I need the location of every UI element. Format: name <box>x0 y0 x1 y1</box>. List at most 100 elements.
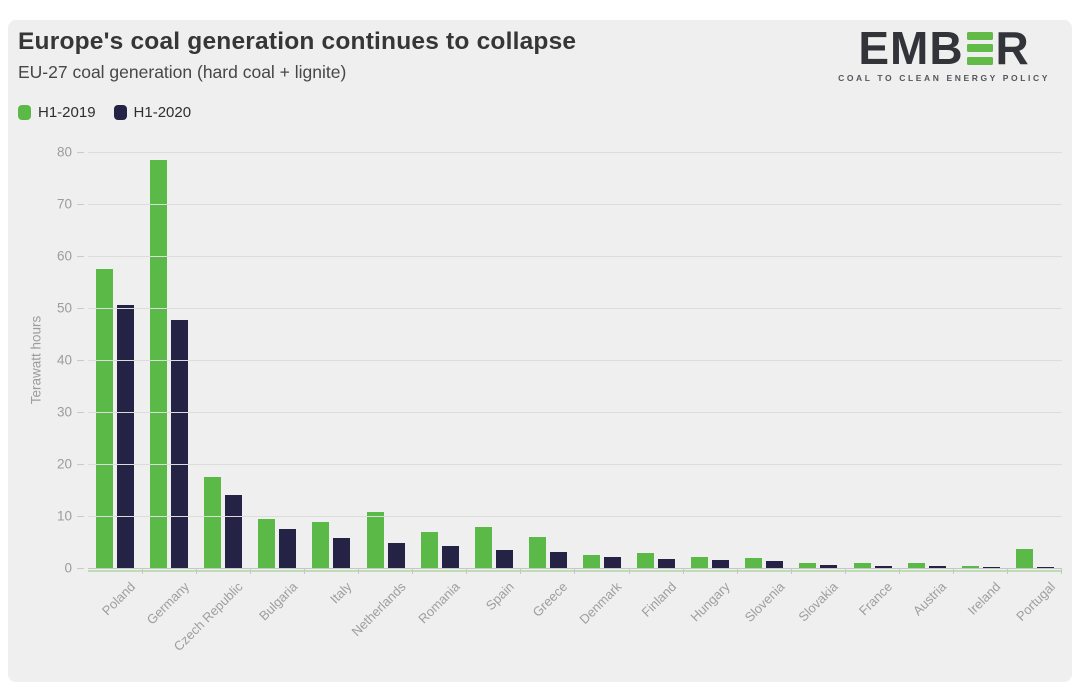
logo-green-bar <box>966 31 993 40</box>
bar-h1-2019-netherlands <box>366 511 384 568</box>
bar-h1-2019-hungary <box>691 556 709 568</box>
bar-h1-2019-czech-republic <box>204 477 222 568</box>
category-group-romania: Romania <box>413 152 468 626</box>
bar-h1-2019-finland <box>637 552 655 568</box>
gridline <box>88 360 1062 361</box>
bar-h1-2019-slovenia <box>745 558 763 568</box>
x-tick-label: Spain <box>482 579 517 614</box>
plot-area: Poland Germany Czech Republic Bulgaria Italy… <box>57 145 1063 654</box>
bar-h1-2020-netherlands <box>387 542 405 568</box>
category-group-austria: Austria <box>900 152 955 618</box>
y-tick-label: 70 <box>56 196 72 212</box>
y-tick-label: 80 <box>56 144 72 160</box>
legend-label-h1-2020: H1-2020 <box>133 104 192 121</box>
bar-h1-2019-bulgaria <box>258 518 276 568</box>
x-tick-label: Italy <box>326 579 355 607</box>
bar-h1-2020-germany <box>171 319 189 568</box>
bar-h1-2020-finland <box>658 558 676 568</box>
category-group-bulgaria: Bulgaria <box>250 152 306 623</box>
category-group-poland: Poland <box>88 152 143 618</box>
bar-h1-2020-greece <box>549 551 567 568</box>
x-tick-label: France <box>855 579 896 619</box>
category-group-ireland: Ireland <box>954 152 1009 618</box>
bar-h1-2019-portugal <box>1015 549 1033 568</box>
logo-text-r: R <box>995 22 1030 74</box>
y-tick-mark <box>77 412 84 413</box>
y-axis-title: Terawatt hours <box>28 315 44 405</box>
bar-h1-2020-portugal <box>1036 566 1054 568</box>
y-tick-mark <box>77 256 84 257</box>
bar-h1-2020-italy <box>333 538 351 568</box>
x-tick-label: Slovenia <box>741 579 787 625</box>
gridline <box>88 204 1062 205</box>
bar-h1-2019-france <box>853 563 871 568</box>
gridline <box>88 256 1062 257</box>
category-group-denmark: Denmark <box>575 152 630 627</box>
x-tick-label: Romania <box>414 579 463 627</box>
ember-logo: EMB R COAL TO CLEAN ENERGY POLICY <box>838 22 1050 83</box>
bar-h1-2020-ireland <box>982 566 1000 568</box>
bar-h1-2020-austria <box>928 566 946 568</box>
x-tick-label: Hungary <box>687 579 733 625</box>
y-tick-mark <box>77 360 84 361</box>
x-tick-label: Portugal <box>1012 579 1058 624</box>
category-group-france: France <box>846 152 901 618</box>
category-group-italy: Italy <box>304 152 360 606</box>
x-tick-label: Ireland <box>964 579 1004 618</box>
bar-h1-2019-slovakia <box>799 562 817 568</box>
y-tick-mark <box>77 568 84 569</box>
y-tick-label: 30 <box>56 404 72 420</box>
category-group-spain: Spain <box>467 152 522 613</box>
ember-logo-wordmark: EMB R <box>858 22 1030 74</box>
bar-h1-2020-bulgaria <box>279 529 297 568</box>
bar-h1-2019-denmark <box>583 555 601 568</box>
legend-item-h1-2020: H1-2020 <box>113 104 192 121</box>
chart-card: Europe's coal generation continues to co… <box>8 20 1072 682</box>
category-group-finland: Finland <box>629 152 684 620</box>
x-tick-label: Poland <box>98 579 138 619</box>
category-group-greece: Greece <box>521 152 576 620</box>
logo-green-bar <box>966 44 993 52</box>
bar-h1-2019-italy <box>312 522 330 568</box>
y-tick-mark <box>77 308 84 309</box>
category-group-portugal: Portugal <box>1008 152 1063 624</box>
x-tick-label: Bulgaria <box>255 579 300 624</box>
bar-h1-2020-denmark <box>604 557 622 568</box>
bar-h1-2020-france <box>874 565 892 568</box>
category-group-netherlands: Netherlands <box>348 152 414 639</box>
bar-h1-2020-romania <box>441 545 459 568</box>
gridline <box>88 516 1062 517</box>
legend-item-h1-2019: H1-2019 <box>18 104 96 121</box>
gridline <box>88 308 1062 309</box>
y-tick-label: 40 <box>56 352 72 368</box>
bar-h1-2020-spain <box>495 550 513 568</box>
y-tick-mark <box>77 204 84 205</box>
legend-label-h1-2019: H1-2019 <box>38 104 96 121</box>
bar-h1-2019-poland <box>96 269 114 568</box>
legend-swatch-h1-2019 <box>18 105 31 120</box>
bar-h1-2019-ireland <box>961 565 979 568</box>
category-group-germany: Germany <box>142 152 197 627</box>
gridline <box>88 464 1062 465</box>
x-axis-baseline <box>88 568 1062 569</box>
bar-h1-2020-slovakia <box>820 564 838 568</box>
y-tick-label: 0 <box>64 560 72 576</box>
y-tick-label: 60 <box>56 248 72 264</box>
bar-h1-2019-spain <box>474 527 492 568</box>
x-tick-label: Netherlands <box>348 579 409 640</box>
bars-row: Poland Germany Czech Republic Bulgaria Italy… <box>88 152 1063 654</box>
legend-swatch-h1-2020 <box>113 105 127 120</box>
category-group-hungary: Hungary <box>683 152 738 624</box>
bar-h1-2020-poland <box>117 305 135 568</box>
logo-green-bar <box>966 56 993 65</box>
page-title: Europe's coal generation continues to co… <box>18 28 577 55</box>
bar-h1-2019-romania <box>420 531 438 568</box>
bar-h1-2020-hungary <box>712 559 730 568</box>
category-group-czech-republic: Czech Republic <box>171 152 251 654</box>
page-subtitle: EU-27 coal generation (hard coal + ligni… <box>18 62 347 82</box>
bar-h1-2020-slovenia <box>766 560 784 568</box>
x-tick-label: Greece <box>529 579 571 620</box>
x-tick-label: Slovakia <box>795 579 842 625</box>
y-tick-label: 20 <box>56 456 72 472</box>
x-tick-label: Denmark <box>576 579 625 627</box>
